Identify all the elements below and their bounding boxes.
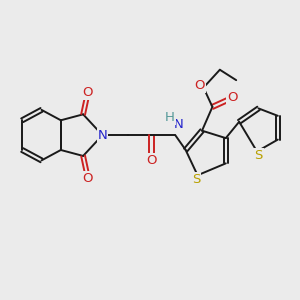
Text: O: O bbox=[227, 91, 238, 103]
Text: S: S bbox=[254, 149, 263, 162]
Text: O: O bbox=[82, 85, 93, 98]
Text: N: N bbox=[98, 129, 107, 142]
Text: S: S bbox=[192, 173, 200, 186]
Text: O: O bbox=[146, 154, 157, 167]
Text: H: H bbox=[165, 111, 175, 124]
Text: O: O bbox=[195, 79, 205, 92]
Text: O: O bbox=[82, 172, 93, 185]
Text: N: N bbox=[174, 118, 184, 131]
